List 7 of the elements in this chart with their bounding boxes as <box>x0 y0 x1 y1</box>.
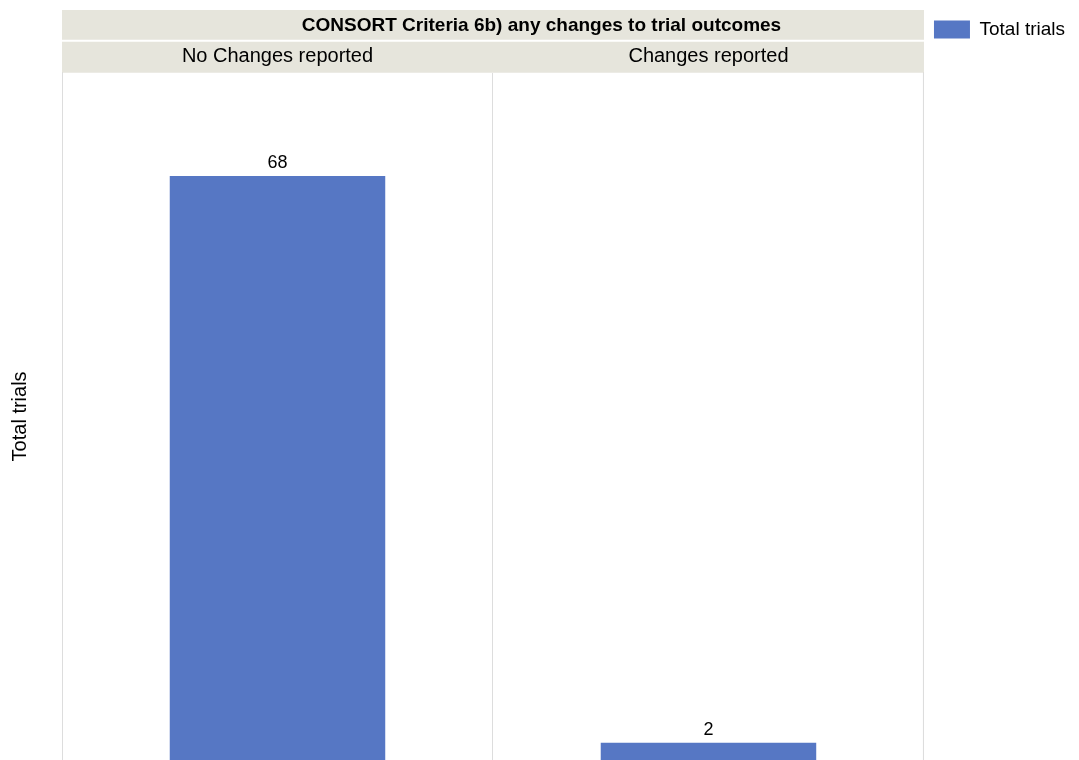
chart-title: CONSORT Criteria 6b) any changes to trial outcomes <box>301 13 782 35</box>
x-tick-label: Changes reported <box>628 44 789 67</box>
data-label: 68 <box>267 151 288 172</box>
data-label: 2 <box>703 718 714 739</box>
legend-label: Total trials <box>979 17 1065 39</box>
y-axis-title: Total trials <box>7 371 30 462</box>
x-tick-label: No Changes reported <box>181 44 374 67</box>
